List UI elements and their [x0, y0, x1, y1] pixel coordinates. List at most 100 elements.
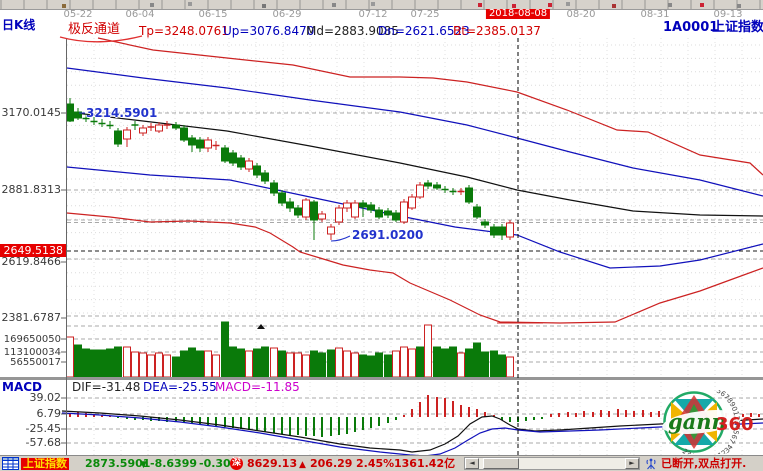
volume-bar	[392, 350, 400, 378]
candle[interactable]	[253, 163, 261, 178]
candle[interactable]	[204, 137, 212, 152]
macd-hist-bar	[378, 417, 380, 426]
macd-hist-bar	[484, 412, 486, 417]
candle[interactable]	[123, 127, 131, 147]
connection-status-text[interactable]: 已断开,双点打开.	[661, 457, 747, 470]
scroll-right-button[interactable]: ►	[625, 458, 639, 469]
candle[interactable]	[408, 194, 416, 210]
macd-hist-bar	[117, 417, 119, 418]
candle[interactable]	[270, 180, 278, 196]
candle[interactable]	[74, 108, 82, 120]
horizontal-scrollbar[interactable]: ◄ ►	[464, 457, 640, 470]
candle[interactable]	[66, 98, 74, 122]
volume-bar	[286, 352, 294, 378]
candle[interactable]	[424, 180, 432, 189]
candle[interactable]	[367, 202, 375, 213]
grid-table-icon[interactable]	[2, 457, 19, 470]
volume-bar	[506, 356, 514, 378]
candle[interactable]	[335, 205, 343, 225]
candle[interactable]	[82, 114, 90, 122]
volume-bar	[90, 349, 98, 378]
index-change: -8.6399	[150, 457, 198, 470]
scrollbar-thumb[interactable]	[483, 458, 519, 469]
candle[interactable]	[375, 207, 383, 219]
candle[interactable]	[172, 122, 180, 130]
candle[interactable]	[139, 125, 147, 136]
candle[interactable]	[498, 224, 506, 240]
candle[interactable]	[221, 145, 229, 163]
candle[interactable]	[261, 170, 269, 184]
candle[interactable]	[229, 150, 237, 166]
candle[interactable]	[506, 220, 514, 240]
candle[interactable]	[351, 200, 359, 219]
macd-ext-bar	[758, 414, 760, 417]
volume-bar	[343, 350, 351, 378]
toolbar-strip[interactable]	[0, 0, 763, 10]
logo-text-gann: gann	[668, 409, 727, 434]
volume-bar	[221, 321, 229, 378]
macd-hist-bar	[313, 417, 315, 436]
candle[interactable]	[343, 200, 351, 212]
candle[interactable]	[212, 141, 220, 150]
volume-bar	[473, 342, 481, 378]
candle[interactable]	[359, 200, 367, 217]
candle[interactable]	[310, 200, 318, 240]
candle[interactable]	[188, 135, 196, 152]
macd-hist-bar	[436, 397, 438, 417]
macd-hist-bar	[69, 413, 71, 417]
volume-bar	[318, 352, 326, 378]
macd-hist-bar	[468, 407, 470, 417]
volume-bar	[204, 350, 212, 378]
macd-ext-bar	[575, 413, 577, 417]
volume-bar	[270, 347, 278, 378]
candle[interactable]	[106, 121, 114, 129]
candle[interactable]	[457, 188, 465, 195]
candle[interactable]	[131, 121, 139, 130]
candle[interactable]	[481, 219, 489, 228]
volume-bar	[245, 350, 253, 378]
candle[interactable]	[327, 224, 335, 240]
candle[interactable]	[490, 224, 498, 238]
candle[interactable]	[286, 198, 294, 212]
macd-ext-bar	[608, 411, 610, 417]
candle[interactable]	[245, 158, 253, 172]
macd-hist-bar	[362, 417, 364, 430]
scroll-left-button[interactable]: ◄	[465, 458, 479, 469]
volume-bar	[481, 351, 489, 378]
macd-hist-bar	[199, 417, 201, 424]
volume-bar	[180, 350, 188, 378]
candle[interactable]	[473, 204, 481, 219]
candle[interactable]	[90, 117, 98, 125]
candle[interactable]	[400, 199, 408, 224]
candle[interactable]	[449, 188, 457, 195]
candle[interactable]	[98, 119, 106, 127]
candle[interactable]	[294, 205, 302, 218]
shenzhen-market-icon[interactable]: 深	[230, 457, 243, 470]
index-name-badge[interactable]: 上证指数	[21, 457, 69, 470]
candle[interactable]	[318, 211, 326, 222]
candle[interactable]	[114, 128, 122, 147]
candle[interactable]	[416, 182, 424, 199]
macd-hist-bar	[370, 417, 372, 428]
candle[interactable]	[465, 185, 473, 204]
macd-hist-bar	[289, 417, 291, 435]
macd-ext-bar	[642, 410, 644, 417]
candle[interactable]	[163, 121, 171, 129]
volume-bar	[163, 354, 171, 378]
volume-bar	[294, 352, 302, 378]
candle[interactable]	[237, 155, 245, 170]
candle[interactable]	[155, 122, 163, 133]
candle[interactable]	[433, 182, 441, 190]
candle[interactable]	[147, 123, 155, 131]
candle[interactable]	[392, 210, 400, 222]
volume-bar	[433, 346, 441, 378]
candle[interactable]	[196, 137, 204, 152]
volume-bar	[188, 347, 196, 378]
candle[interactable]	[302, 198, 310, 220]
macd-hist-bar	[101, 415, 103, 417]
candle[interactable]	[278, 190, 286, 206]
candle[interactable]	[384, 208, 392, 218]
candle[interactable]	[441, 186, 449, 193]
candle[interactable]	[180, 125, 188, 142]
